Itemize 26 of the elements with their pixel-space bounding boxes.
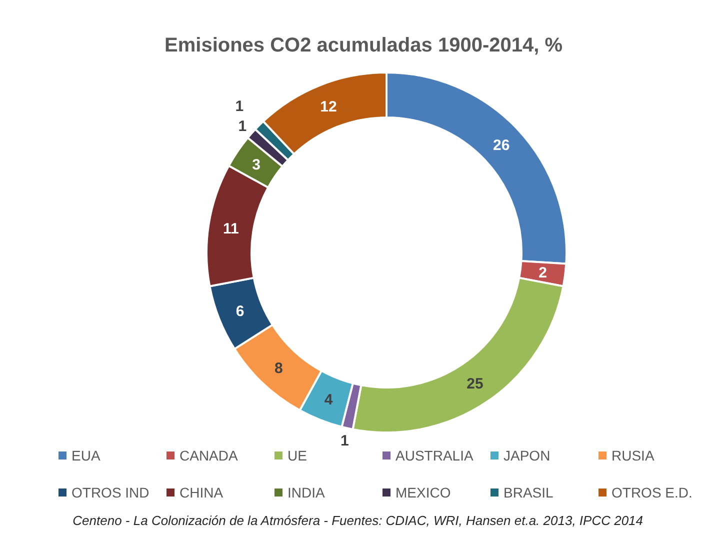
data-label: 8 <box>274 360 283 377</box>
data-label: 1 <box>238 118 247 136</box>
legend-label: BRASIL <box>504 484 554 500</box>
data-label: 11 <box>223 220 239 238</box>
legend-label: RUSIA <box>612 448 655 464</box>
text: Centeno - La Colonización de la Atmósfera - Fuentes: CDIAC, WRI, Hansen et.a. 2013, IPCC 2014 <box>72 513 644 528</box>
legend-label: MEXICO <box>396 484 451 500</box>
legend-label: JAPON <box>504 448 550 464</box>
legend-label: CHINA <box>180 484 224 500</box>
data-label: 4 <box>324 391 334 408</box>
legend-label: OTROS IND <box>72 484 150 500</box>
data-label: 25 <box>466 375 484 392</box>
data-label: 3 <box>252 156 260 174</box>
data-label: 26 <box>492 137 510 154</box>
legend-label: CANADA <box>180 448 239 464</box>
data-label: 12 <box>320 98 337 116</box>
legend-label: EUA <box>72 448 101 464</box>
legend-label: INDIA <box>288 484 326 500</box>
legend-label: AUSTRALIA <box>396 448 474 464</box>
data-label: 1 <box>235 98 244 115</box>
legend-label: UE <box>288 448 307 464</box>
data-label: 2 <box>538 264 547 282</box>
data-label: 1 <box>340 432 349 450</box>
chart-title: Emisiones CO2 acumuladas 1900-2014, % <box>164 34 563 56</box>
data-label: 6 <box>236 302 244 320</box>
legend-label: OTROS E.D. <box>612 484 692 500</box>
